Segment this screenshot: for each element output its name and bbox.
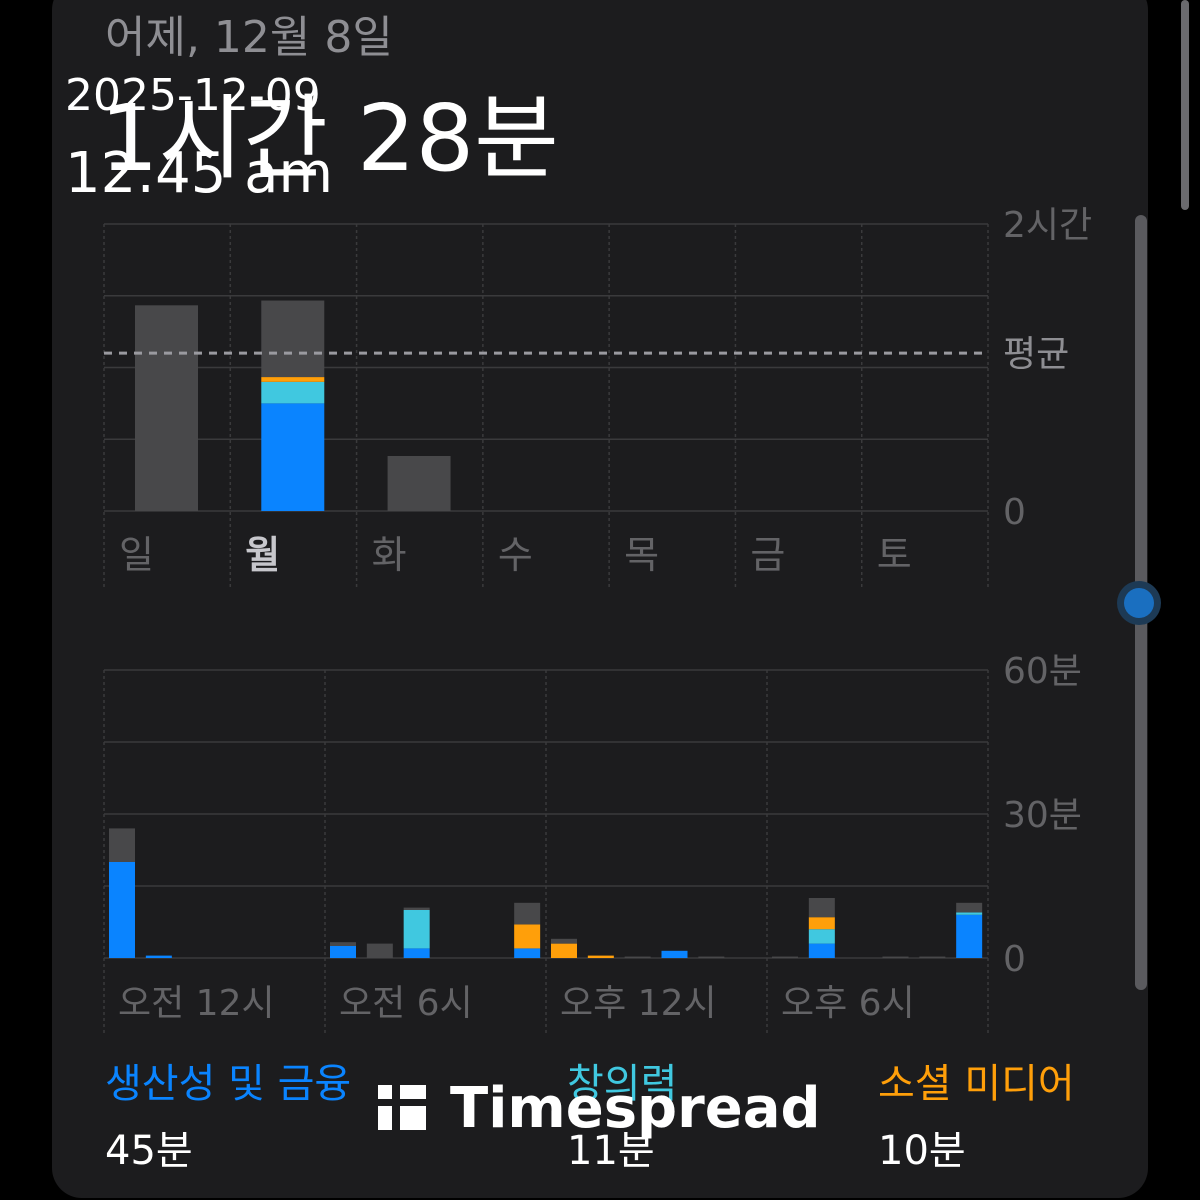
bar-segment xyxy=(956,914,983,958)
bar-segment xyxy=(261,403,325,511)
bar-segment xyxy=(808,943,835,958)
bar-segment xyxy=(109,862,135,958)
x-tick-label: 토 xyxy=(877,533,912,577)
x-tick-label: 오전 6시 xyxy=(339,983,473,1024)
legend-name: 소셜 미디어 xyxy=(878,1061,1075,1107)
bar-segment xyxy=(403,907,430,910)
legend-total: 45분 xyxy=(105,1128,193,1174)
bar-segment xyxy=(403,948,430,958)
bar-segment xyxy=(109,828,135,862)
y-tick-label: 30분 xyxy=(1003,795,1082,836)
bar-segment xyxy=(403,910,430,949)
timestamp-time: 12:45 am xyxy=(65,141,333,206)
timestamp-date: 2025-12-09 xyxy=(65,70,321,121)
bar-segment xyxy=(387,455,451,511)
y-tick-label: 0 xyxy=(1003,492,1026,533)
bar-segment xyxy=(366,943,393,958)
bar-segment xyxy=(551,938,577,944)
bar-segment xyxy=(919,956,946,958)
bar-segment xyxy=(808,898,835,918)
x-tick-label: 일 xyxy=(119,533,154,577)
bar-segment xyxy=(261,381,325,404)
x-tick-label: 금 xyxy=(750,533,785,577)
x-tick-label: 오후 6시 xyxy=(781,983,915,1024)
date: 어제, 12월 8일 xyxy=(105,12,393,63)
bar-segment xyxy=(808,929,835,944)
y-tick-label: 60분 xyxy=(1003,651,1082,692)
bar-segment xyxy=(882,956,909,958)
bar-segment xyxy=(330,942,356,946)
bar-segment xyxy=(330,946,356,958)
legend-total: 10분 xyxy=(878,1128,966,1174)
bar-segment xyxy=(135,305,198,511)
bar-segment xyxy=(624,956,651,958)
watermark: Timespread xyxy=(450,1076,821,1141)
bar-segment xyxy=(514,902,541,925)
bar-segment xyxy=(514,948,541,958)
bar-segment xyxy=(661,950,688,958)
bar-segment xyxy=(514,924,541,949)
legend-name: 생산성 및 금융 xyxy=(105,1061,351,1107)
x-tick-label: 목 xyxy=(624,533,659,577)
bar-segment xyxy=(551,943,577,958)
bar-segment xyxy=(808,917,835,930)
card xyxy=(52,0,1148,1198)
total-time: 1시간 28분 xyxy=(100,85,559,192)
y-tick-label: 0 xyxy=(1003,939,1026,980)
bar-segment xyxy=(956,912,983,915)
bar-segment xyxy=(772,956,798,958)
y-tick-label: 2시간 xyxy=(1003,205,1092,246)
x-tick-label: 오전 12시 xyxy=(118,983,275,1024)
x-tick-label: 화 xyxy=(372,533,407,577)
bar-segment xyxy=(261,300,325,378)
scroll-knob[interactable] xyxy=(1124,588,1154,618)
page-scrollbar xyxy=(1181,0,1189,210)
bar-segment xyxy=(587,955,614,958)
x-tick-label: 수 xyxy=(498,533,533,577)
bar-segment xyxy=(261,377,325,382)
legend-total: 11분 xyxy=(567,1128,655,1174)
legend-name: 창의력 xyxy=(567,1061,677,1107)
average-label: 평균 xyxy=(1003,334,1069,375)
bar-segment xyxy=(145,955,172,958)
x-tick-label: 월 xyxy=(245,533,280,577)
x-tick-label: 오후 12시 xyxy=(560,983,717,1024)
watermark-icon xyxy=(378,1085,426,1130)
bar-segment xyxy=(956,902,983,913)
bar-segment xyxy=(698,956,725,958)
